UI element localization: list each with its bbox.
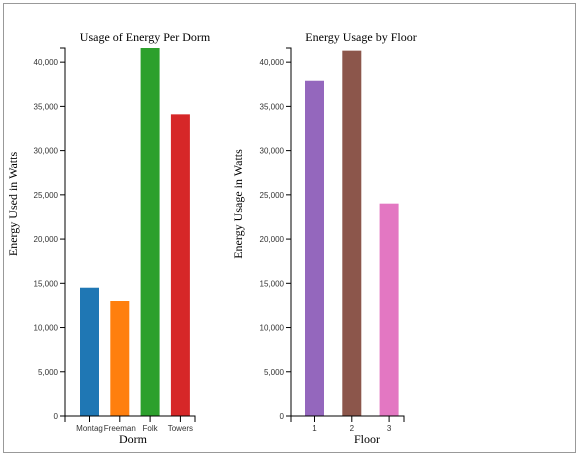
bar-3 xyxy=(379,203,399,416)
bars-group xyxy=(80,48,190,416)
y-tick-label: 5,000 xyxy=(38,368,59,377)
x-axis-label: Floor xyxy=(354,432,380,446)
y-tick-label: 35,000 xyxy=(260,102,285,111)
bar-towers xyxy=(170,114,190,416)
y-tick-label: 10,000 xyxy=(34,324,59,333)
y-tick-label: 5,000 xyxy=(264,368,285,377)
x-tick-label: Montag xyxy=(76,424,103,433)
x-axis: 1 2 3 xyxy=(290,415,405,433)
x-tick-label: 2 xyxy=(350,424,355,433)
x-axis-line xyxy=(290,415,405,422)
y-axis-label: Energy Usage in Watts xyxy=(231,149,245,259)
y-axis: 0 5,000 10,000 15,000 20,000 25,000 30,000 35,0… xyxy=(260,47,292,421)
y-tick-label: 15,000 xyxy=(260,279,285,288)
x-axis-line xyxy=(64,415,196,422)
y-tick-label: 10,000 xyxy=(260,324,285,333)
x-axis: Montag Freeman Folk Towers xyxy=(64,415,196,433)
x-tick-label: Freeman xyxy=(104,424,136,433)
chart-title: Energy Usage by Floor xyxy=(305,30,416,44)
x-axis-label: Dorm xyxy=(119,432,148,446)
y-tick-label: 35,000 xyxy=(34,102,59,111)
y-tick-label: 20,000 xyxy=(34,235,59,244)
bars-group xyxy=(305,50,399,417)
y-tick-label: 25,000 xyxy=(260,191,285,200)
bar-2 xyxy=(342,50,362,417)
y-tick-label: 25,000 xyxy=(34,191,59,200)
y-tick-label: 0 xyxy=(54,412,59,421)
bar-freeman xyxy=(110,301,130,416)
y-axis: 0 5,000 10,000 15,000 20,000 25,000 30,000 35,0… xyxy=(34,47,66,421)
y-axis-line xyxy=(286,47,292,417)
y-tick-label: 30,000 xyxy=(34,147,59,156)
bar-1 xyxy=(305,80,324,416)
x-tick-label: 3 xyxy=(387,424,392,433)
bar-montag xyxy=(80,287,99,416)
y-tick-label: 20,000 xyxy=(260,235,285,244)
chart-title: Usage of Energy Per Dorm xyxy=(80,30,211,44)
y-tick-label: 30,000 xyxy=(260,147,285,156)
y-axis-label: Energy Used in Watts xyxy=(6,152,20,257)
floor-energy-chart: Energy Usage by Floor Energy Usage in Wa… xyxy=(231,30,417,446)
y-tick-label: 0 xyxy=(280,412,285,421)
y-tick-label: 15,000 xyxy=(34,279,59,288)
y-tick-label: 40,000 xyxy=(34,58,59,67)
x-tick-label: Folk xyxy=(143,424,159,433)
y-axis-line xyxy=(60,47,66,417)
bar-folk xyxy=(140,48,160,416)
y-tick-label: 40,000 xyxy=(260,58,285,67)
x-tick-label: Towers xyxy=(168,424,193,433)
dorm-energy-chart: Usage of Energy Per Dorm Energy Used in … xyxy=(6,30,211,446)
x-tick-label: 1 xyxy=(312,424,317,433)
